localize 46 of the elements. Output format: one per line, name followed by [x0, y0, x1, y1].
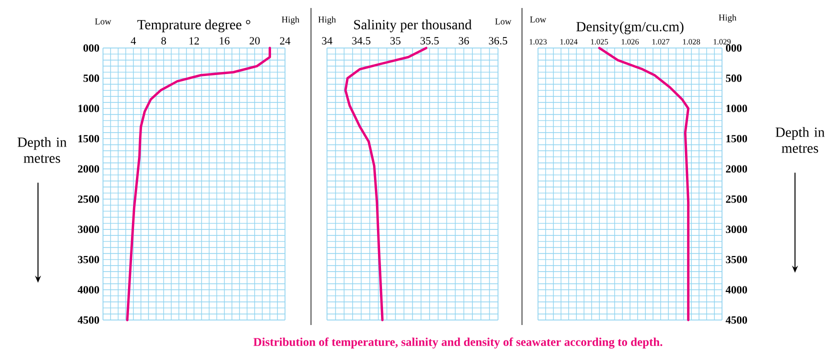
- x-axis-title: Salinity per thousand: [354, 20, 472, 32]
- y-tick-label: 4000: [78, 286, 100, 294]
- y-tick-label: 2500: [726, 195, 748, 203]
- y-tick-label: 2000: [78, 165, 100, 173]
- y-tick-label: 3500: [78, 256, 100, 264]
- text: Distribution of temperature, salinity and density of seawater according to depth.: [253, 337, 662, 349]
- y-tick-label: 2000: [726, 165, 748, 173]
- y-tick-label: 3000: [726, 226, 748, 234]
- x-tick-label: 12: [189, 37, 199, 44]
- text: Low: [95, 18, 112, 24]
- x-tick-label: 8: [161, 37, 166, 44]
- y-axis-title: Depth in metres: [18, 137, 67, 163]
- y-tick-label: 1500: [726, 134, 748, 142]
- y-tick-label: 1000: [78, 104, 100, 112]
- text: Low: [530, 16, 546, 22]
- text: High: [282, 16, 300, 24]
- x-tick-label: 36.5: [488, 37, 508, 44]
- text: Low: [495, 18, 512, 24]
- y-tick-label: 4000: [726, 286, 748, 294]
- x-axis-title: Density(gm/cu.cm): [576, 22, 684, 34]
- y-axis-title: Depth in metres: [776, 127, 825, 153]
- y-tick-label: 500: [83, 74, 100, 82]
- y-tick-label: 4500: [78, 316, 100, 324]
- y-tick-label: 4500: [726, 316, 748, 324]
- x-tick-label: 34: [322, 37, 332, 44]
- text: High: [718, 14, 736, 22]
- text: High: [318, 16, 336, 24]
- y-tick-label: 000: [726, 44, 742, 52]
- x-tick-label: 35.5: [420, 37, 439, 44]
- y-tick-label: 2500: [78, 195, 100, 203]
- y-tick-label: 500: [726, 74, 742, 82]
- x-tick-label: 36: [458, 37, 469, 44]
- line-series: [598, 46, 690, 322]
- x-tick-label: 34.5: [352, 37, 370, 44]
- y-tick-label: 1000: [726, 104, 748, 112]
- line-series: [126, 46, 272, 322]
- y-tick-label: 000: [83, 44, 100, 52]
- y-tick-label: 3500: [726, 256, 748, 264]
- x-tick-label: 24: [280, 37, 290, 44]
- y-tick-label: 1500: [78, 134, 100, 142]
- x-tick-label: 16: [220, 37, 230, 44]
- y-tick-label: 3000: [78, 226, 100, 234]
- x-tick-label: 4: [130, 37, 136, 44]
- x-tick-label: 20: [250, 37, 260, 44]
- x-tick-label: 35: [390, 37, 400, 44]
- x-axis-title: Temprature degree °: [137, 20, 250, 32]
